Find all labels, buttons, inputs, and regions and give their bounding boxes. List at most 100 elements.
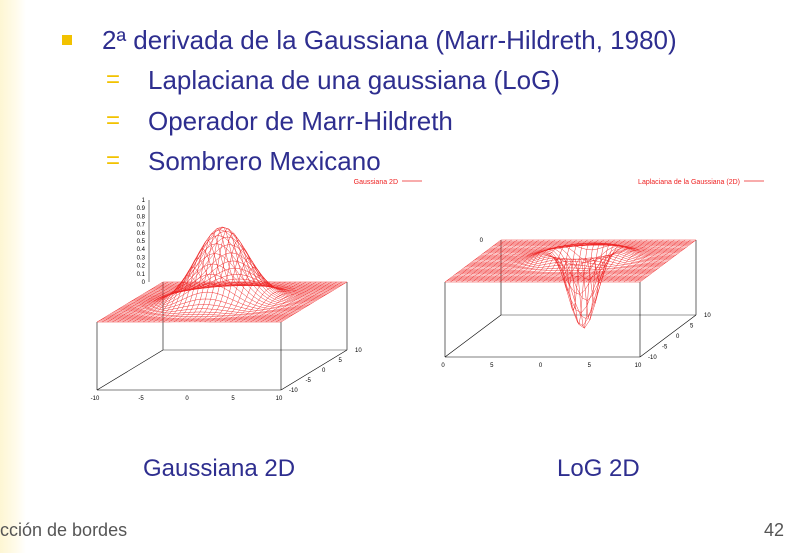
mesh-line bbox=[146, 278, 331, 293]
mesh-line bbox=[462, 264, 658, 270]
x-tick-label: 10 bbox=[635, 363, 642, 369]
x-tick-label: 0 bbox=[185, 396, 189, 402]
log-2d-surface-plot: Laplaciana de la Gaussiana (2D) 0 0 5 0 5 10 10… bbox=[441, 179, 764, 369]
main-bullet-text: 2ª derivada de la Gaussiana (Marr-Hildre… bbox=[102, 24, 677, 55]
mesh-line bbox=[457, 271, 653, 273]
plot-legend: Gaussiana 2D bbox=[354, 179, 398, 186]
mesh-line bbox=[104, 316, 289, 318]
y-tick-label: -10 bbox=[289, 388, 298, 394]
y-tick-label: 5 bbox=[339, 358, 343, 364]
plot-legend: Laplaciana de la Gaussiana (2D) bbox=[638, 179, 740, 186]
mesh-line bbox=[115, 291, 300, 312]
floor-right-edge bbox=[280, 349, 348, 391]
mesh-line bbox=[471, 254, 667, 295]
mesh-line bbox=[474, 251, 670, 327]
mesh-line bbox=[155, 285, 340, 287]
log-caption: LoG 2D bbox=[557, 455, 640, 482]
mesh-line bbox=[148, 281, 333, 292]
y-tick-label: 5 bbox=[690, 324, 694, 330]
sub-bullet-text: Laplaciana de una gaussiana (LoG) bbox=[148, 64, 560, 95]
mesh-line bbox=[193, 228, 261, 323]
mesh-line bbox=[460, 267, 656, 271]
mesh-line bbox=[106, 314, 291, 317]
z-tick-label: 0.1 bbox=[137, 272, 146, 278]
mesh-line bbox=[465, 258, 661, 268]
mesh-line bbox=[493, 244, 689, 247]
z-tick-label: 0.8 bbox=[137, 214, 146, 220]
y-tick-label: 10 bbox=[355, 348, 362, 354]
mesh-line bbox=[483, 244, 679, 254]
mesh-line bbox=[144, 274, 329, 294]
mesh-line bbox=[459, 270, 654, 272]
dash-icon: = bbox=[106, 147, 121, 174]
floor-right-edge bbox=[639, 314, 697, 358]
y-tick-label: -10 bbox=[648, 355, 657, 361]
sub-bullet-text: Sombrero Mexicano bbox=[148, 145, 381, 176]
mesh-line bbox=[468, 256, 664, 266]
y-tick-label: -5 bbox=[306, 378, 312, 384]
sub-bullet-2: = Operador de Marr-Hildreth bbox=[106, 104, 453, 138]
mesh-line bbox=[111, 304, 296, 314]
z-tick-label: 0 bbox=[480, 238, 484, 244]
sub-bullet-3: = Sombrero Mexicano bbox=[106, 144, 381, 178]
z-tick-label: 0.7 bbox=[137, 223, 146, 229]
mesh-line bbox=[139, 252, 324, 297]
mesh-line bbox=[509, 239, 567, 283]
sub-bullet-1: = Laplaciana de una gaussiana (LoG) bbox=[106, 63, 560, 97]
mesh-line bbox=[113, 298, 298, 313]
slide-side-band bbox=[0, 0, 26, 553]
y-tick-label: 0 bbox=[676, 334, 680, 340]
mesh-line bbox=[485, 243, 681, 252]
floor-left-edge bbox=[96, 349, 164, 391]
z-tick-label: 0.3 bbox=[137, 255, 146, 261]
mesh-line bbox=[128, 229, 313, 304]
footer-title: cción de bordes bbox=[0, 520, 128, 540]
mesh-line bbox=[477, 249, 673, 320]
mesh-line bbox=[107, 281, 174, 323]
mesh-line bbox=[479, 248, 675, 301]
x-tick-label: 5 bbox=[588, 363, 592, 369]
gaussian-caption: Gaussiana 2D bbox=[143, 455, 296, 482]
mesh-line bbox=[476, 250, 672, 329]
mesh-line bbox=[141, 260, 325, 296]
mesh-line bbox=[480, 247, 676, 280]
x-tick-label: 10 bbox=[276, 396, 283, 402]
y-tick-label: 10 bbox=[704, 313, 711, 319]
x-tick-label: 5 bbox=[231, 396, 235, 402]
gaussian-2d-surface-plot: Gaussiana 2D 1 0.9 0.8 0.7 0.6 0.5 0.4 0.3 0.2 0.1… bbox=[91, 179, 422, 402]
z-tick-label: 0.4 bbox=[137, 247, 146, 253]
dash-icon: = bbox=[106, 107, 121, 134]
mesh-line bbox=[142, 267, 327, 295]
x-tick-label: -5 bbox=[138, 396, 144, 402]
bullet-square-icon bbox=[62, 35, 72, 45]
y-tick-label: 0 bbox=[322, 368, 326, 374]
mesh-line bbox=[124, 243, 309, 306]
mesh-line bbox=[120, 263, 305, 308]
mesh-line bbox=[157, 284, 342, 286]
mesh-line bbox=[150, 284, 335, 291]
mesh-line bbox=[133, 230, 318, 300]
x-tick-label: 5 bbox=[490, 363, 494, 369]
mesh-line bbox=[137, 244, 322, 298]
x-tick-label: -10 bbox=[91, 396, 100, 402]
mesh-line bbox=[119, 273, 303, 309]
mesh-line bbox=[188, 226, 256, 323]
z-tick-label: 0.5 bbox=[137, 239, 146, 245]
mesh-line bbox=[131, 227, 316, 302]
mesh-line bbox=[112, 281, 179, 323]
mesh-line bbox=[163, 257, 230, 323]
z-tick-label: 1 bbox=[142, 198, 146, 204]
mesh-line bbox=[117, 283, 302, 311]
mesh-line bbox=[132, 281, 199, 323]
y-tick-label: -5 bbox=[662, 345, 668, 351]
mesh-line bbox=[126, 235, 311, 305]
mesh-line bbox=[102, 317, 287, 319]
x-tick-label: 0 bbox=[539, 363, 543, 369]
mesh-line bbox=[547, 239, 605, 326]
mesh-line bbox=[135, 236, 320, 299]
z-tick-label: 0.2 bbox=[137, 264, 146, 270]
z-tick-label: 0 bbox=[142, 280, 146, 286]
sub-bullet-text: Operador de Marr-Hildreth bbox=[148, 105, 453, 136]
z-tick-label: 0.9 bbox=[137, 206, 146, 212]
mesh-line bbox=[109, 308, 294, 315]
